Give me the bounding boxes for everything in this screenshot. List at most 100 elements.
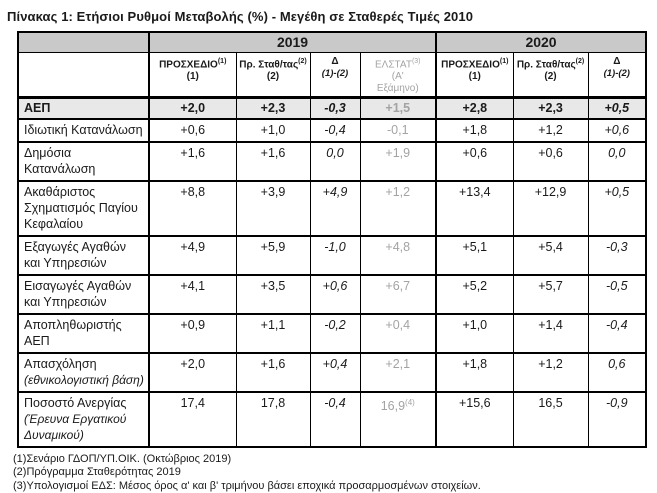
cell-elstat-2019: 16,9(4) — [359, 390, 437, 448]
col-header-text: Δ — [331, 55, 339, 67]
col-header-text: Πρ. Σταθ/τας — [516, 58, 576, 70]
cell-stability-programme-2019: +1,6 — [235, 140, 311, 182]
row-label: Ποσοστό Ανεργίας — [24, 395, 127, 410]
col-header-delta-2019: Δ (1)-(2) — [309, 51, 361, 99]
col-header-subtext: (1) — [468, 70, 481, 82]
table-header: 2019 2020 ΠΡΟΣΧΕΔΙΟ(1) (1) Πρ. Σταθ/τας(… — [17, 31, 647, 99]
row-label-cell: ΑΕΠ — [17, 96, 150, 120]
cell-proschedio-2019: +1,6 — [148, 140, 237, 182]
cell-stability-programme-2020: +5,7 — [512, 273, 589, 315]
row-label-cell: Εισαγωγές Αγαθών και Υπηρεσιών — [17, 273, 150, 315]
footnote-marker: (3) — [411, 57, 421, 65]
col-header-subtext: (1) — [186, 70, 199, 82]
footnote-marker: (1) — [499, 57, 509, 65]
table-row: Απασχόληση (εθνικολογιστική βάση) +2,0 +… — [17, 351, 647, 393]
blank-header-cell — [17, 51, 150, 99]
cell-proschedio-2020: +1,0 — [435, 312, 514, 354]
cell-proschedio-2019: 17,4 — [148, 390, 237, 448]
cell-proschedio-2020: +2,8 — [435, 96, 514, 120]
cell-stability-programme-2019: +2,3 — [235, 96, 311, 120]
cell-delta-2019: 0,0 — [309, 140, 361, 182]
cell-stability-programme-2019: +1,0 — [235, 117, 311, 143]
cell-elstat-2019: -0,1 — [359, 117, 437, 143]
col-header-subtext: (1)-(2) — [321, 67, 349, 79]
cell-proschedio-2020: +1,8 — [435, 351, 514, 393]
row-label: Αποπληθωριστής ΑΕΠ — [24, 317, 122, 348]
cell-delta-2020: 0,6 — [587, 351, 647, 393]
cell-stability-programme-2020: +2,3 — [512, 96, 589, 120]
row-label-cell: Εξαγωγές Αγαθών και Υπηρεσιών — [17, 234, 150, 276]
data-table: 2019 2020 ΠΡΟΣΧΕΔΙΟ(1) (1) Πρ. Σταθ/τας(… — [17, 31, 648, 448]
col-header-stability-programme-2019: Πρ. Σταθ/τας(2) (2) — [235, 51, 311, 99]
row-sublabel: (Έρευνα Εργατικού Δυναμικού) — [24, 411, 127, 442]
col-header-proschedio-2019: ΠΡΟΣΧΕΔΙΟ(1) (1) — [148, 51, 237, 99]
cell-stability-programme-2019: +5,9 — [235, 234, 311, 276]
cell-stability-programme-2019: 17,8 — [235, 390, 311, 448]
row-label: Απασχόληση — [24, 356, 97, 371]
footnote-1: (1)Σενάριο ΓΔΟΠ/ΥΠ.ΟΙΚ. (Οκτώβριος 2019) — [13, 452, 232, 465]
table-row: Εισαγωγές Αγαθών και Υπηρεσιών +4,1 +3,5… — [17, 273, 647, 315]
cell-proschedio-2019: +4,1 — [148, 273, 237, 315]
cell-stability-programme-2020: +0,6 — [512, 140, 589, 182]
cell-proschedio-2020: +13,4 — [435, 179, 514, 237]
cell-stability-programme-2020: +1,2 — [512, 351, 589, 393]
cell-proschedio-2019: +2,0 — [148, 96, 237, 120]
footnotes: (1)Σενάριο ΓΔΟΠ/ΥΠ.ΟΙΚ. (Οκτώβριος 2019)… — [13, 453, 657, 493]
cell-stability-programme-2019: +3,9 — [235, 179, 311, 237]
cell-proschedio-2020: +0,6 — [435, 140, 514, 182]
row-label-cell: Δημόσια Κατανάλωση — [17, 140, 150, 182]
cell-proschedio-2019: +0,6 — [148, 117, 237, 143]
cell-delta-2020: -0,3 — [587, 234, 647, 276]
cell-elstat-2019: +2,1 — [359, 351, 437, 393]
cell-delta-2019: +0,4 — [309, 351, 361, 393]
table-row: ΑΕΠ +2,0 +2,3 -0,3 +1,5 +2,8 +2,3 +0,5 — [17, 96, 647, 120]
table-row: Ιδιωτική Κατανάλωση +0,6 +1,0 -0,4 -0,1 … — [17, 117, 647, 143]
col-header-text: ΠΡΟΣΧΕΔΙΟ — [441, 58, 500, 70]
cell-stability-programme-2020: +12,9 — [512, 179, 589, 237]
cell-delta-2020: -0,4 — [587, 312, 647, 354]
table-row: Αποπληθωριστής ΑΕΠ +0,9 +1,1 -0,2 +0,4 +… — [17, 312, 647, 354]
table-row: Ποσοστό Ανεργίας (Έρευνα Εργατικού Δυναμ… — [17, 390, 647, 448]
footnote-marker: (1) — [217, 57, 227, 65]
column-header-row: ΠΡΟΣΧΕΔΙΟ(1) (1) Πρ. Σταθ/τας(2) (2) Δ (… — [17, 51, 647, 99]
col-header-subtext: (Α' Εξάμηνο) — [376, 70, 419, 94]
cell-proschedio-2019: +4,9 — [148, 234, 237, 276]
col-header-delta-2020: Δ (1)-(2) — [587, 51, 647, 99]
cell-stability-programme-2020: +5,4 — [512, 234, 589, 276]
col-header-text: Δ — [613, 55, 621, 67]
footnote-marker: (2) — [575, 57, 585, 65]
year-header-row: 2019 2020 — [17, 31, 647, 53]
footnote-marker: (2) — [298, 57, 307, 65]
footnote-2: (2)Πρόγραμμα Σταθερότητας 2019 — [13, 466, 181, 479]
cell-elstat-2019: +6,7 — [359, 273, 437, 315]
row-label: Δημόσια Κατανάλωση — [24, 145, 96, 176]
col-header-subtext: (1)-(2) — [603, 67, 630, 79]
cell-elstat-2019: +1,9 — [359, 140, 437, 182]
cell-delta-2019: +0,6 — [309, 273, 361, 315]
col-header-subtext: (2) — [544, 70, 557, 82]
cell-delta-2019: -1,0 — [309, 234, 361, 276]
row-label: Ακαθάριστος Σχηματισμός Παγίου Κεφαλαίου — [24, 184, 138, 231]
cell-delta-2020: +0,5 — [587, 179, 647, 237]
row-label-cell: Αποπληθωριστής ΑΕΠ — [17, 312, 150, 354]
cell-delta-2019: -0,4 — [309, 390, 361, 448]
cell-stability-programme-2020: +1,2 — [512, 117, 589, 143]
table-title: Πίνακας 1: Ετήσιοι Ρυθμοί Μεταβολής (%) … — [7, 9, 474, 24]
row-label: Εξαγωγές Αγαθών και Υπηρεσιών — [24, 239, 127, 270]
cell-delta-2020: 0,0 — [587, 140, 647, 182]
cell-delta-2020: -0,5 — [587, 273, 647, 315]
col-header-subtext: (2) — [266, 70, 280, 82]
cell-proschedio-2020: +5,2 — [435, 273, 514, 315]
col-header-proschedio-2020: ΠΡΟΣΧΕΔΙΟ(1) (1) — [435, 51, 514, 99]
cell-delta-2020: -0,9 — [587, 390, 647, 448]
corner-cell — [17, 31, 150, 53]
footnote-marker: (4) — [405, 397, 415, 407]
row-label-cell: Ιδιωτική Κατανάλωση — [17, 117, 150, 143]
row-label: Εισαγωγές Αγαθών και Υπηρεσιών — [24, 278, 132, 309]
cell-proschedio-2019: +8,8 — [148, 179, 237, 237]
cell-elstat-2019: +0,4 — [359, 312, 437, 354]
cell-elstat-2019: +1,2 — [359, 179, 437, 237]
cell-proschedio-2019: +0,9 — [148, 312, 237, 354]
table-row: Ακαθάριστος Σχηματισμός Παγίου Κεφαλαίου… — [17, 179, 647, 237]
cell-proschedio-2020: +15,6 — [435, 390, 514, 448]
